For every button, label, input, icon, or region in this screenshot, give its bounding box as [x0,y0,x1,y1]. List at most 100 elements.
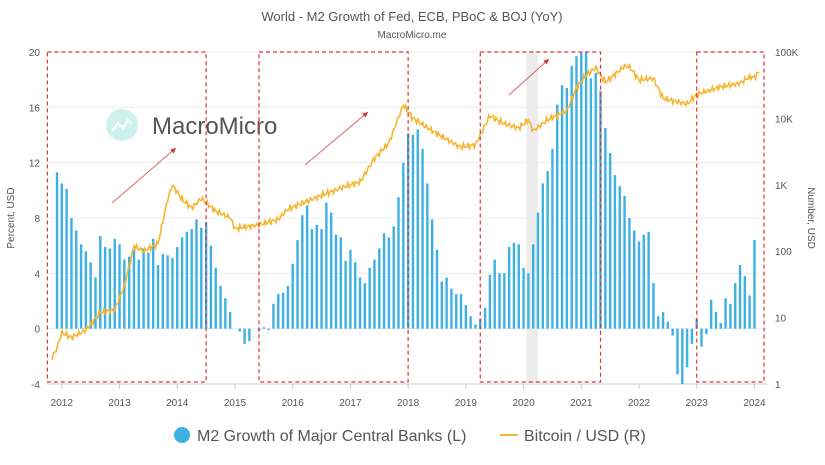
bar [320,229,323,329]
bar-series [55,52,756,384]
bar [378,248,381,329]
bar [132,249,136,329]
bar [171,258,174,329]
bar [421,148,424,329]
bar [267,328,270,331]
bar [734,283,737,329]
bar [623,195,626,329]
bar [204,222,208,329]
y-tick-label-left: 12 [29,159,41,170]
y-axis-left: 20 16 12 8 4 0 -4 [29,48,41,391]
bar [161,253,165,329]
bar [291,263,294,329]
y-axis-left-label: Percent, USD [6,187,17,248]
bar [618,186,621,329]
x-tick-label: 2015 [224,398,247,409]
bar [200,227,203,329]
x-tick-label: 2017 [339,398,362,409]
y-tick-label-left: 8 [34,214,40,225]
bar [55,172,59,329]
x-tick-label: 2014 [166,398,189,409]
bar [108,248,112,329]
bar [671,328,674,336]
bar [531,244,535,329]
bar [358,277,362,329]
highlight-box [696,51,765,383]
bar [373,259,376,329]
bar [363,283,367,329]
bar [724,298,727,329]
bar [354,262,357,329]
bar [344,260,347,329]
bar [507,247,511,329]
y-tick-label-right: 1K [775,181,788,192]
bitcoin-line [51,63,760,361]
bar [84,251,88,329]
bar [700,328,703,347]
bar [123,259,126,329]
x-tick-label: 2022 [628,398,651,409]
bar [474,324,477,329]
bar [690,328,694,344]
y-axis-right-label: Number, USD [805,187,816,249]
bar [118,244,121,329]
arrow-line [304,111,369,166]
bar [349,249,352,329]
bar [522,267,525,329]
bar [70,218,73,329]
bar [584,52,588,329]
bar [156,265,160,329]
bar [503,273,506,329]
bar [512,242,516,329]
y-tick-label-left: -4 [31,380,40,391]
bar [517,244,520,329]
bar [224,298,227,329]
bar [137,259,140,329]
bar [435,249,439,329]
watermark-text: MacroMicro [152,113,277,140]
arrow-head-icon [362,112,368,118]
bar [628,218,631,329]
y-tick-label-right: 100 [775,247,792,258]
arrow-line [508,58,550,96]
chart-title: World - M2 Growth of Fed, ECB, PBoC & BO… [261,9,562,24]
bar [426,183,429,329]
bar [642,234,646,329]
shade-rect [526,52,538,384]
bar [647,231,650,329]
legend-item-bars[interactable]: M2 Growth of Major Central Banks (L) [174,427,466,445]
highlight-box [258,51,409,383]
bar [589,78,593,329]
bar [75,230,78,329]
bar [483,307,487,329]
bar [719,323,722,329]
bar [238,328,241,332]
bar [676,328,679,375]
bar [411,135,415,329]
bar [570,65,573,329]
bar [301,215,304,329]
y-tick-label-right: 10K [775,114,793,125]
bar [127,256,131,329]
bar [209,245,213,329]
bar [464,305,468,329]
bar [493,259,496,329]
bar [705,328,708,335]
bar [228,312,232,329]
x-tick-label: 2018 [397,398,420,409]
legend-item-line[interactable]: Bitcoin / USD (R) [500,428,646,445]
y-tick-label-left: 16 [29,103,41,114]
bar [695,318,698,329]
bar [392,226,395,329]
bar [541,183,545,329]
bar [633,230,636,329]
bar [661,312,665,329]
bar [103,247,107,329]
bar [176,247,179,329]
highlight-box [479,51,602,383]
bar [637,241,641,329]
x-tick-label: 2020 [512,398,535,409]
bar [243,328,246,344]
bar [272,303,275,329]
